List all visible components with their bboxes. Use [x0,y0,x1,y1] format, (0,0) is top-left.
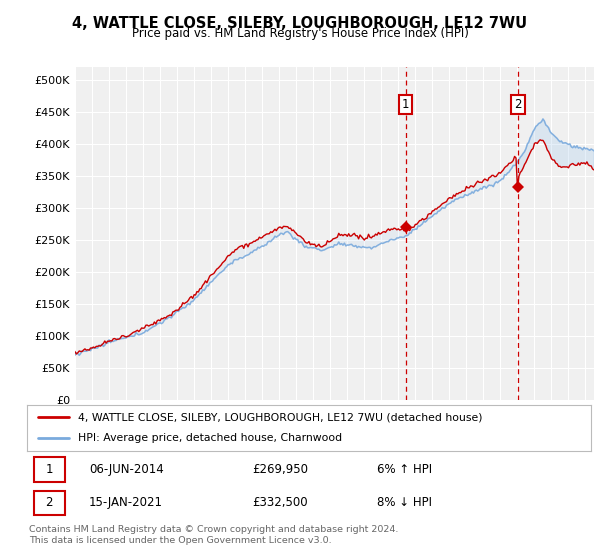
FancyBboxPatch shape [34,457,65,482]
Text: £332,500: £332,500 [253,496,308,510]
Text: 2: 2 [45,496,53,510]
Text: 4, WATTLE CLOSE, SILEBY, LOUGHBOROUGH, LE12 7WU: 4, WATTLE CLOSE, SILEBY, LOUGHBOROUGH, L… [73,16,527,31]
Text: £269,950: £269,950 [253,463,308,476]
FancyBboxPatch shape [34,491,65,515]
Text: 06-JUN-2014: 06-JUN-2014 [89,463,164,476]
Text: Contains HM Land Registry data © Crown copyright and database right 2024.
This d: Contains HM Land Registry data © Crown c… [29,525,398,545]
Text: 1: 1 [402,98,409,111]
Text: 4, WATTLE CLOSE, SILEBY, LOUGHBOROUGH, LE12 7WU (detached house): 4, WATTLE CLOSE, SILEBY, LOUGHBOROUGH, L… [78,412,482,422]
Text: 15-JAN-2021: 15-JAN-2021 [89,496,163,510]
Text: 2: 2 [514,98,522,111]
Text: 1: 1 [45,463,53,476]
Text: 8% ↓ HPI: 8% ↓ HPI [377,496,431,510]
Text: Price paid vs. HM Land Registry's House Price Index (HPI): Price paid vs. HM Land Registry's House … [131,27,469,40]
Text: 6% ↑ HPI: 6% ↑ HPI [377,463,432,476]
Text: HPI: Average price, detached house, Charnwood: HPI: Average price, detached house, Char… [78,433,342,444]
